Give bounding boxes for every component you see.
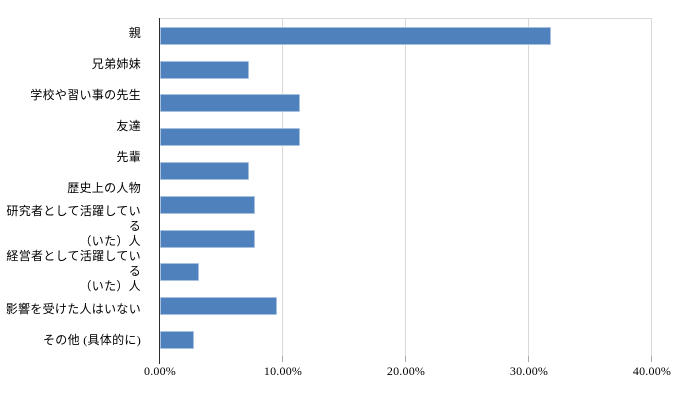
category-label-text: 先輩	[116, 150, 141, 164]
x-tick	[651, 356, 652, 362]
gridline	[282, 19, 283, 357]
x-axis-ticks	[159, 356, 652, 363]
bar	[160, 60, 250, 79]
category-label: その他 (具体的に)	[0, 325, 148, 356]
category-label: 経営者として活躍している （いた）人	[0, 249, 148, 294]
category-label: 学校や習い事の先生	[0, 80, 148, 111]
bar-row	[160, 188, 652, 222]
category-label: 歴史上の人物	[0, 173, 148, 204]
bar-row	[160, 53, 652, 87]
category-label-text: 経営者として活躍している （いた）人	[6, 249, 141, 293]
x-tick-label: 30.00%	[509, 364, 549, 378]
y-axis-line	[159, 18, 160, 364]
category-label: 研究者として活躍している （いた）人	[0, 204, 148, 249]
category-label-text: その他 (具体的に)	[43, 333, 141, 347]
category-label-text: 歴史上の人物	[67, 181, 141, 195]
bar-row	[160, 222, 652, 256]
category-label-text: 影響を受けた人はいない	[5, 302, 141, 316]
x-tick	[405, 356, 406, 362]
x-tick-label: 0.00%	[144, 364, 176, 378]
category-label-text: 親	[128, 26, 141, 40]
bar	[160, 26, 552, 45]
bar-rows	[160, 19, 652, 357]
category-label: 親	[0, 18, 148, 49]
bar-row	[160, 323, 652, 357]
x-tick-label: 40.00%	[632, 364, 672, 378]
bar-row	[160, 120, 652, 154]
bar	[160, 94, 300, 113]
category-label: 影響を受けた人はいない	[0, 294, 148, 325]
plot-area	[159, 18, 652, 364]
bar-row	[160, 256, 652, 290]
bar-row	[160, 19, 652, 53]
gridline	[651, 19, 652, 357]
category-labels: 親兄弟姉妹学校や習い事の先生友達先輩歴史上の人物研究者として活躍している （いた…	[0, 18, 148, 356]
bar	[160, 263, 200, 282]
x-tick	[528, 356, 529, 362]
bar	[160, 128, 300, 147]
category-label: 兄弟姉妹	[0, 49, 148, 80]
x-axis-labels: 0.00% 10.00% 20.00% 30.00% 40.00%	[144, 364, 671, 380]
category-label-text: 研究者として活躍している （いた）人	[6, 204, 141, 248]
bar-row	[160, 87, 652, 121]
bar-row	[160, 289, 652, 323]
bar-row	[160, 154, 652, 188]
x-tick-label: 10.00%	[263, 364, 303, 378]
gridline	[528, 19, 529, 357]
category-label: 友達	[0, 111, 148, 142]
category-label: 先輩	[0, 142, 148, 173]
bar	[160, 195, 256, 214]
bar	[160, 297, 278, 316]
bar	[160, 331, 194, 350]
bar	[160, 162, 250, 181]
x-tick-label: 20.00%	[386, 364, 426, 378]
category-label-text: 友達	[116, 119, 141, 133]
x-tick	[282, 356, 283, 362]
bar	[160, 229, 256, 248]
gridline	[405, 19, 406, 357]
category-label-text: 学校や習い事の先生	[30, 88, 141, 102]
category-label-text: 兄弟姉妹	[91, 57, 141, 71]
x-tick	[159, 356, 160, 362]
